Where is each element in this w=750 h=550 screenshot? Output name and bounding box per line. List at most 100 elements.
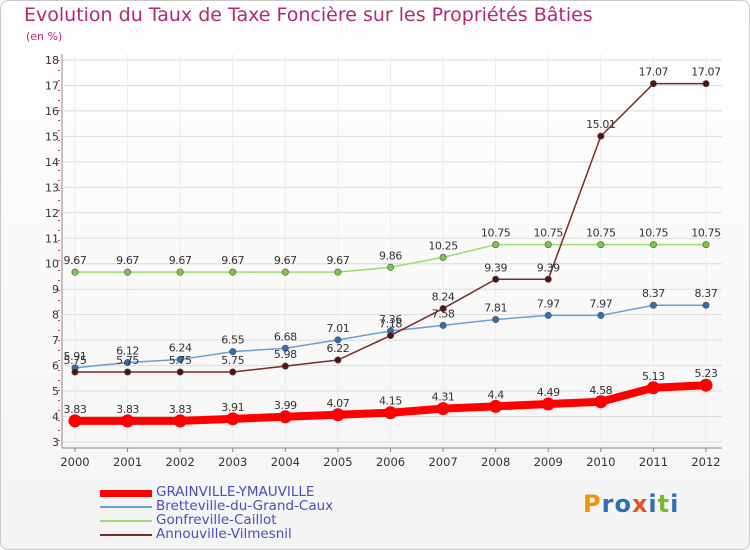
y-tick-label: 12 [45,207,59,220]
data-point [281,268,289,276]
data-label: 10.75 [691,227,721,240]
data-point [71,268,79,276]
data-point [68,414,82,428]
y-tick-label: 8 [52,309,59,322]
data-label: 3.99 [274,399,297,412]
data-label: 4.58 [589,384,612,397]
y-tick-label: 16 [45,105,59,118]
x-tick-label: 2002 [166,455,195,469]
data-point [124,359,132,367]
data-label: 9.67 [274,254,297,267]
data-label: 10.75 [586,227,616,240]
y-tick-label: 7 [52,334,59,347]
y-unit-label: (en %) [26,30,63,43]
data-label: 9.67 [116,254,139,267]
data-label: 7.18 [379,318,402,331]
data-point [281,344,289,352]
x-tick-label: 2003 [218,455,247,469]
data-label: 17.07 [691,66,721,79]
data-label: 17.07 [639,66,669,79]
data-point [176,268,184,276]
data-point [226,412,240,426]
data-point [176,368,184,376]
legend-label: GRAINVILLE-YMAUVILLE [156,484,315,500]
x-tick-label: 2005 [323,455,352,469]
logo-letter: P [583,490,602,518]
data-label: 8.24 [432,291,455,304]
data-point [173,414,187,428]
data-label: 8.37 [695,287,718,300]
data-point [121,414,135,428]
data-point [386,263,394,271]
data-point [124,368,132,376]
data-label: 4.31 [432,391,455,404]
data-point [699,378,713,392]
data-label: 10.75 [534,227,564,240]
y-tick-label: 6 [52,360,59,373]
data-point [281,362,289,370]
data-label: 10.25 [428,239,458,252]
data-label: 5.75 [116,354,139,367]
data-label: 9.86 [379,249,402,262]
data-label: 3.83 [169,403,192,416]
data-label: 7.97 [537,297,560,310]
data-point [649,80,657,88]
y-tick-label: 17 [45,79,59,92]
x-tick-label: 2001 [113,455,142,469]
data-label: 6.12 [116,345,139,358]
data-label: 5.13 [642,370,665,383]
data-label: 10.75 [481,227,511,240]
x-tick-label: 2010 [586,455,615,469]
data-label: 7.01 [326,322,349,335]
legend-swatch [100,506,152,508]
data-point [331,408,345,422]
x-tick-label: 2012 [691,455,720,469]
logo-letter: i [670,490,680,518]
data-point [71,368,79,376]
data-point [702,80,710,88]
data-label: 9.39 [484,261,507,274]
legend-label: Annouville-Vilmesnil [156,526,292,542]
data-point [544,275,552,283]
y-tick-label: 15 [45,130,59,143]
data-label: 5.23 [695,367,718,380]
data-label: 5.75 [169,354,192,367]
data-point [436,402,450,416]
x-tick-label: 2004 [271,455,300,469]
data-point [439,305,447,313]
data-label: 15.01 [586,118,616,131]
data-point [597,311,605,319]
y-tick-label: 9 [52,283,59,296]
x-tick-label: 2008 [481,455,510,469]
data-label: 9.67 [64,254,87,267]
data-label: 9.67 [326,254,349,267]
data-point [594,395,608,409]
chart-title: Evolution du Taux de Taxe Foncière sur l… [24,4,593,26]
data-label: 5.98 [274,348,297,361]
data-label: 8.37 [642,287,665,300]
data-point [334,268,342,276]
data-label: 7.36 [379,313,402,326]
data-label: 6.68 [274,330,297,343]
data-point [229,368,237,376]
data-label: 7.58 [432,307,455,320]
x-tick-label: 2006 [376,455,405,469]
y-tick-label: 4 [52,411,59,424]
data-point [702,301,710,309]
logo-letter: r [601,490,615,518]
data-label: 5.75 [221,354,244,367]
data-point [597,132,605,140]
data-point [489,399,503,413]
data-label: 4.07 [326,397,349,410]
logo-letter: i [648,490,658,518]
data-label: 3.83 [64,403,87,416]
data-label: 6.55 [221,334,244,347]
data-point [176,355,184,363]
y-tick-label: 3 [52,436,59,449]
data-point [649,241,657,249]
data-label: 5.91 [64,350,87,363]
data-label: 9.67 [221,254,244,267]
legend-swatch [100,490,152,497]
data-label: 9.39 [537,261,560,274]
data-point [646,381,660,395]
